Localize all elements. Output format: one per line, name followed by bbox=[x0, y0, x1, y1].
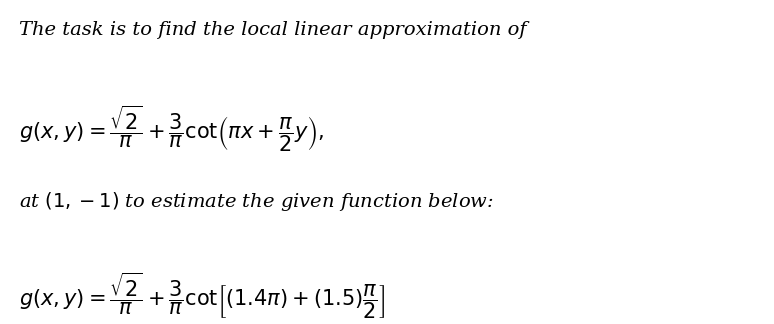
Text: $g(x, y) = \dfrac{\sqrt{2}}{\pi} + \dfrac{3}{\pi}\cot\!\left[(1.4\pi) + (1.5)\df: $g(x, y) = \dfrac{\sqrt{2}}{\pi} + \dfra… bbox=[19, 271, 385, 321]
Text: $g(x, y) = \dfrac{\sqrt{2}}{\pi} + \dfrac{3}{\pi}\cot\!\left(\pi x + \dfrac{\pi}: $g(x, y) = \dfrac{\sqrt{2}}{\pi} + \dfra… bbox=[19, 104, 325, 155]
Text: at $(1, -1)$ to estimate the given function below:: at $(1, -1)$ to estimate the given funct… bbox=[19, 190, 495, 213]
Text: The task is to find the local linear approximation of: The task is to find the local linear app… bbox=[19, 21, 527, 39]
